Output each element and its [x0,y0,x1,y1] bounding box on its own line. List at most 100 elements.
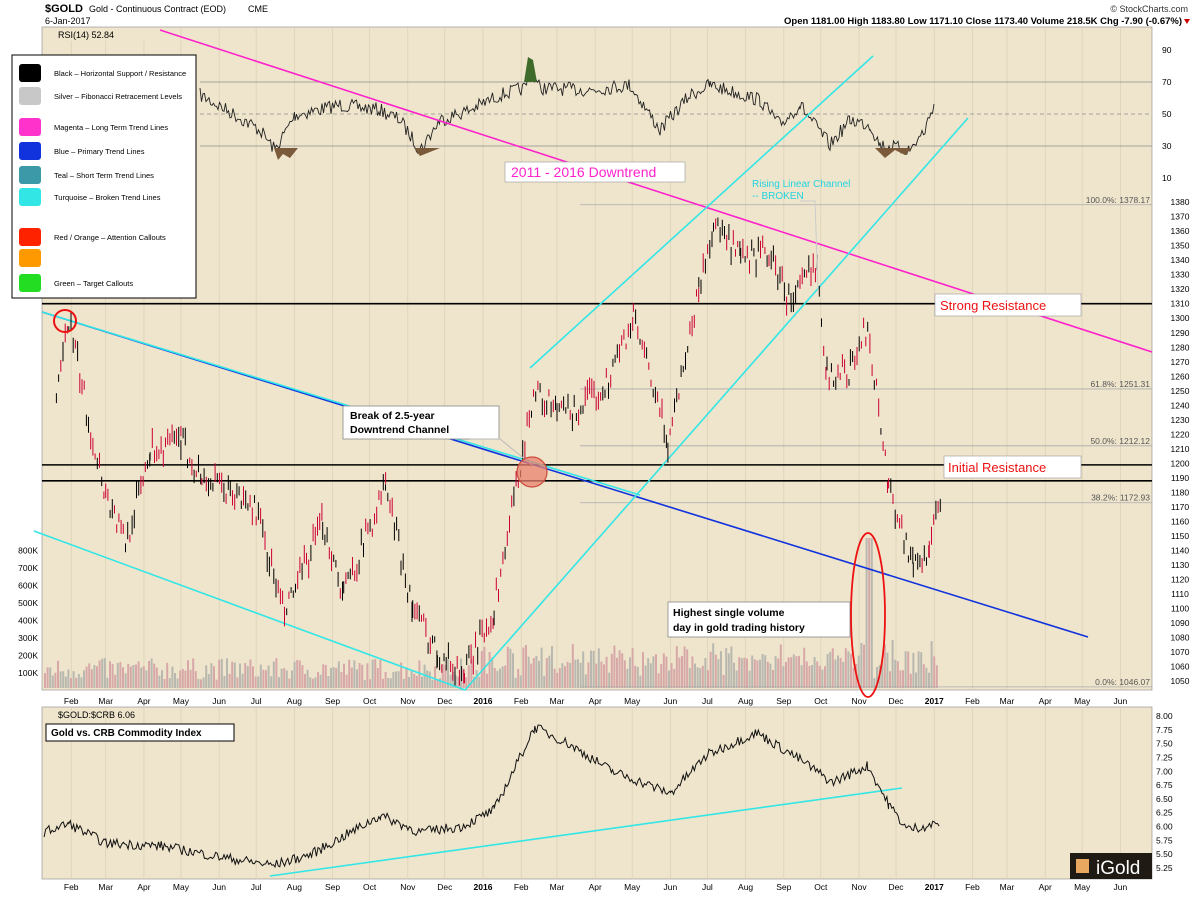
volume-bar [340,672,343,688]
volume-bar [96,666,98,688]
volume-bar [826,654,829,688]
volume-bar [863,644,865,688]
volume-bar [782,666,785,688]
ratio-tick-label: 6.00 [1156,822,1173,832]
ratio-tick-label: 5.25 [1156,863,1173,873]
x-tick-label: Jun [212,696,226,706]
volume-bar [894,659,897,688]
legend-swatch [19,274,41,292]
volume-bar [392,671,395,688]
price-tick-label: 1090 [1171,618,1190,628]
volume-tick-label: 500K [18,598,38,608]
volume-bar [740,658,743,688]
initial-resistance-box [943,455,1082,479]
volume-bar [306,669,309,688]
volume-bar [686,649,689,688]
volume-bar [220,659,223,688]
x-tick-label: Apr [589,882,602,892]
ratio-tick-label: 7.50 [1156,739,1173,749]
volume-bar [296,659,299,688]
x-tick-label: Jul [702,882,713,892]
x-tick-label: Feb [64,882,79,892]
volume-bar [140,667,143,688]
volume-bar [168,678,171,688]
volume-bar [779,644,782,688]
legend-label: Silver – Fibonacci Retracement Levels [54,92,182,101]
volume-bar [642,652,644,688]
volume-bar [408,677,410,688]
x-tick-label: Aug [738,882,753,892]
volume-bar [223,676,226,688]
volume-bar [309,677,312,688]
volume-bar [116,662,119,688]
volume-bar [881,660,884,688]
x-tick-label: May [1074,696,1091,706]
volume-bar [350,667,353,688]
volume-bar [460,658,462,688]
volume-bar [785,661,787,688]
strong-resistance-label: Strong Resistance [940,298,1046,313]
volume-bar [605,656,608,688]
volume-bar [153,663,156,688]
volume-bar [280,668,283,688]
fib-label: 61.8%: 1251.31 [1090,379,1150,389]
ratio-series [43,724,940,869]
x-tick-label: Mar [98,882,113,892]
volume-bar [800,665,803,688]
volume-bar [787,657,790,688]
downtrend-label: 2011 - 2016 Downtrend [511,164,656,180]
price-tick-label: 1190 [1171,473,1190,483]
x-tick-label: Feb [64,696,79,706]
volume-bar [733,662,735,688]
x-tick-label: Nov [851,696,867,706]
volume-bar [402,678,405,688]
volume-bar [532,658,535,688]
break-callout-circle [516,456,548,488]
volume-bar [548,655,551,688]
volume-bar [876,666,878,688]
volume-bar [184,670,187,688]
volume-bar [707,670,709,688]
volume-bar [808,665,811,688]
x-tick-label: Sep [776,696,791,706]
volume-bar [363,679,366,688]
legend-label: Red / Orange – Attention Callouts [54,233,166,242]
x-tick-label: 2017 [925,882,944,892]
volume-bar [337,661,340,688]
volume-bar [93,664,96,688]
volume-bar [722,675,725,688]
price-tick-label: 1170 [1171,502,1190,512]
volume-bar [62,671,65,688]
watermark-logo [1076,859,1089,873]
volume-bar [293,661,296,688]
volume-bar [803,647,806,688]
volume-bar [421,676,423,688]
volume-bar [454,675,457,688]
x-tick-label: Mar [1000,696,1015,706]
break-channel-pointer [470,438,533,466]
volume-bar [122,667,124,688]
volume-bar [904,651,907,688]
volume-bar [629,657,631,688]
volume-bar [332,666,335,688]
x-tick-label: 2017 [925,696,944,706]
x-tick-label: Apr [137,882,150,892]
volume-bar [319,674,322,688]
volume-bar [730,646,733,688]
volume-bar [233,662,236,688]
volume-bar [813,657,816,688]
rsi-label-bg [46,29,156,41]
volume-bar [207,674,210,688]
volume-bar [389,678,392,688]
rsi-oversold-fill [414,148,440,156]
x-tick-label: May [624,882,641,892]
volume-bar [77,673,80,688]
volume-bar [114,674,117,688]
volume-bar [259,664,262,688]
volume-bar [792,654,795,688]
volume-bar [80,677,83,688]
volume-bar [912,652,915,688]
volume-bar [163,678,166,688]
copyright: © StockCharts.com [1110,4,1188,14]
volume-bar [44,673,46,688]
